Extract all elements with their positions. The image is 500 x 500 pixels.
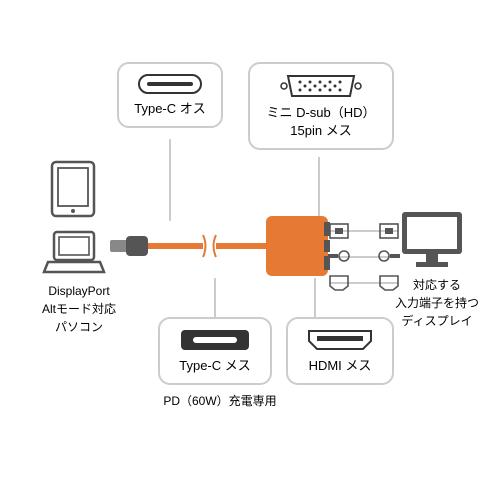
tablet-icon <box>50 160 96 218</box>
laptop-icon <box>42 228 106 276</box>
usbc-female-icon <box>179 327 251 353</box>
node-vga: ミニ D-sub（HD） 15pin メス <box>248 62 394 150</box>
usbc-male-icon <box>137 72 203 96</box>
left-caption-l1: DisplayPort Altモード対応 パソコン <box>34 282 124 336</box>
typec-male-label: Type-C オス <box>129 100 211 118</box>
vga-label-1: ミニ D-sub（HD） <box>260 104 382 122</box>
vga-icon <box>280 72 362 100</box>
hdmi-label: HDMI メス <box>298 357 382 375</box>
dvi-plug-icon <box>328 218 400 244</box>
display-icon <box>398 208 466 272</box>
vga-label-2: 15pin メス <box>260 122 382 140</box>
typec-female-label: Type-C メス <box>170 357 260 375</box>
node-hdmi: HDMI メス <box>286 317 394 385</box>
node-typec-male: Type-C オス <box>117 62 223 128</box>
hdmi-plug-icon <box>328 272 400 294</box>
audio-plug-icon <box>328 248 400 264</box>
left-devices-caption: DisplayPort Altモード対応 パソコン <box>34 282 124 336</box>
adapter-body <box>110 210 340 285</box>
pd-note: PD（60W）充電専用 <box>150 392 290 410</box>
hdmi-icon <box>305 327 375 353</box>
line-typec-male-down <box>169 139 171 221</box>
node-typec-female: Type-C メス <box>158 317 272 385</box>
right-display-caption: 対応する 入力端子を持つ ディスプレイ <box>392 276 482 330</box>
